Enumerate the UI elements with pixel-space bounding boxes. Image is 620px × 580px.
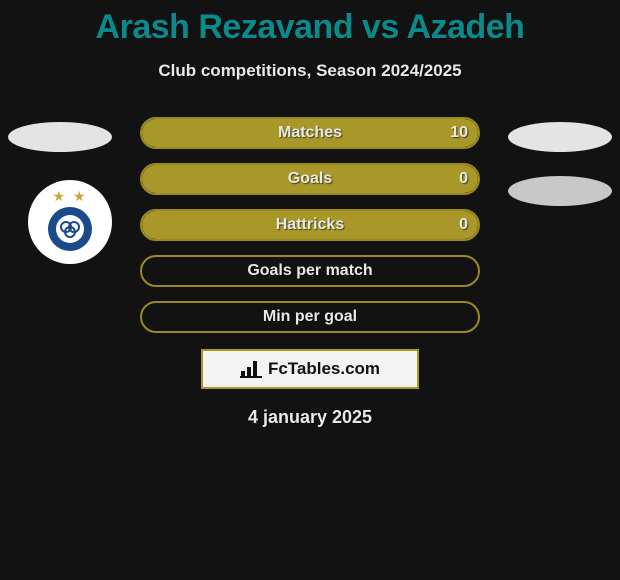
logo-stars-icon: ★ ★ [53,188,88,205]
stat-value: 10 [450,119,468,147]
stat-label: Hattricks [142,211,478,239]
stat-row: Goals0 [140,163,480,195]
logo-rings-icon [59,218,81,240]
stat-label: Min per goal [142,303,478,331]
club-logo: ★ ★ [28,180,112,264]
stat-label: Matches [142,119,478,147]
stat-row: Min per goal [140,301,480,333]
brand-text: FcTables.com [268,359,380,379]
stat-row: Goals per match [140,255,480,287]
stat-value: 0 [459,165,468,193]
date-text: 4 january 2025 [0,407,620,428]
subtitle: Club competitions, Season 2024/2025 [0,61,620,81]
player-pill-right-1 [508,122,612,152]
stat-label: Goals per match [142,257,478,285]
player-pill-right-2 [508,176,612,206]
stat-label: Goals [142,165,478,193]
page-title: Arash Rezavand vs Azadeh [0,0,620,47]
stat-row: Hattricks0 [140,209,480,241]
stat-value: 0 [459,211,468,239]
brand-box: FcTables.com [201,349,419,389]
player-pill-left [8,122,112,152]
stats-list: Matches10Goals0Hattricks0Goals per match… [140,117,480,333]
bars-icon [240,359,262,379]
stat-row: Matches10 [140,117,480,149]
